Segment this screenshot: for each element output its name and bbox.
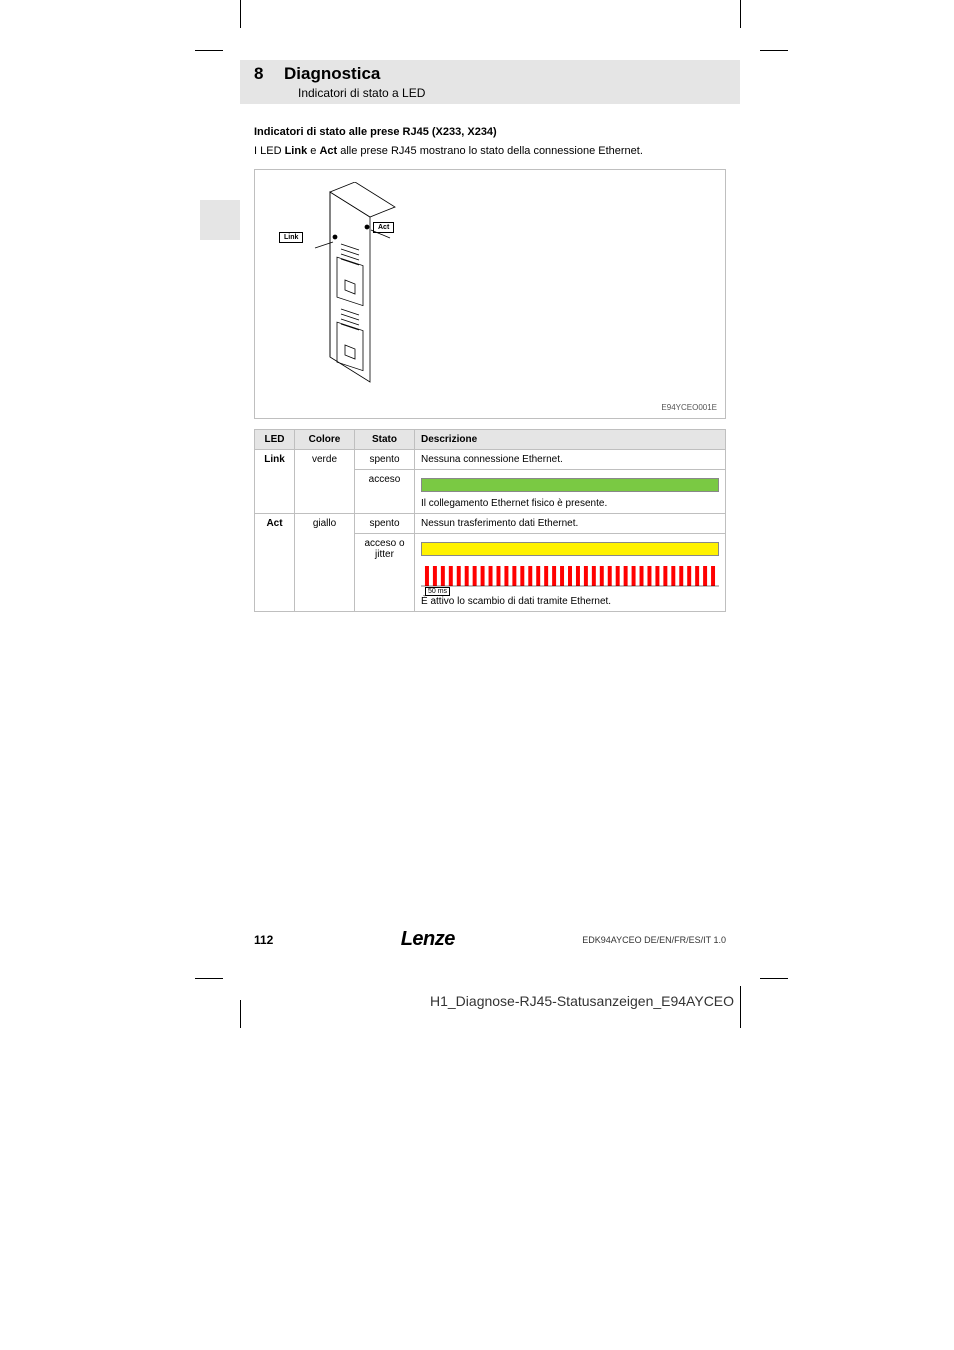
text: e [307, 145, 319, 157]
page-content: 8Diagnostica Indicatori di stato a LED I… [240, 0, 740, 612]
cell-desc-text: È attivo lo scambio di dati tramite Ethe… [421, 596, 611, 607]
cell-desc: Nessun trasferimento dati Ethernet. [415, 514, 726, 534]
section-intro: I LED Link e Act alle prese RJ45 mostran… [254, 144, 740, 159]
led-pulse-track: 50 ms [421, 562, 719, 594]
section-heading: Indicatori di stato alle prese RJ45 (X23… [254, 126, 740, 138]
th-color: Colore [295, 430, 355, 450]
cell-state: spento [355, 514, 415, 534]
th-led: LED [255, 430, 295, 450]
figure-caption: E94YCEO001E [661, 403, 717, 412]
rj45-diagram [275, 182, 425, 402]
tick-mark [740, 986, 741, 1000]
text-bold: Act [319, 145, 337, 157]
cell-color: giallo [295, 514, 355, 612]
cell-state: acceso o jitter [355, 534, 415, 612]
led-status-table: LED Colore Stato Descrizione Link verde … [254, 429, 726, 612]
chapter-subtitle: Indicatori di stato a LED [298, 86, 740, 100]
cell-desc: Nessuna connessione Ethernet. [415, 450, 726, 470]
cell-desc: Il collegamento Ethernet fisico è presen… [415, 470, 726, 514]
margin-grey-block [200, 200, 240, 240]
text: alle prese RJ45 mostrano lo stato della … [337, 145, 643, 157]
led-bar-yellow [421, 542, 719, 556]
th-state: Stato [355, 430, 415, 450]
crop-mark [240, 1000, 241, 1028]
figure-rj45: Link Act [254, 169, 726, 419]
table-row: Link verde spento Nessuna connessione Et… [255, 450, 726, 470]
cell-desc-text: Il collegamento Ethernet fisico è presen… [421, 498, 607, 509]
pulse-waveform-icon [421, 562, 719, 594]
led-bar-green [421, 478, 719, 492]
text: I LED [254, 145, 285, 157]
th-desc: Descrizione [415, 430, 726, 450]
brand-logo: Lenze [401, 928, 455, 951]
pulse-duration-label: 50 ms [425, 587, 450, 596]
crop-mark [195, 50, 223, 51]
cell-color: verde [295, 450, 355, 514]
chapter-title: Diagnostica [284, 64, 380, 83]
page-footer: 112 Lenze EDK94AYCEO DE/EN/FR/ES/IT 1.0 [240, 928, 740, 951]
bottom-annotation: H1_Diagnose-RJ45-Statusanzeigen_E94AYCEO [430, 993, 734, 1009]
crop-mark [740, 0, 741, 28]
crop-mark [195, 978, 223, 979]
cell-state: acceso [355, 470, 415, 514]
table-row: Act giallo spento Nessun trasferimento d… [255, 514, 726, 534]
chapter-number: 8 [254, 64, 284, 84]
cell-desc: 50 ms È attivo lo scambio di dati tramit… [415, 534, 726, 612]
text-bold: Link [285, 145, 308, 157]
page-number: 112 [254, 933, 273, 947]
chapter-header: 8Diagnostica Indicatori di stato a LED [240, 60, 740, 104]
cell-led: Act [255, 514, 295, 612]
crop-mark [760, 50, 788, 51]
cell-led: Link [255, 450, 295, 514]
cell-state: spento [355, 450, 415, 470]
crop-mark [760, 978, 788, 979]
crop-mark [740, 1000, 741, 1028]
doc-reference: EDK94AYCEO DE/EN/FR/ES/IT 1.0 [582, 935, 726, 945]
